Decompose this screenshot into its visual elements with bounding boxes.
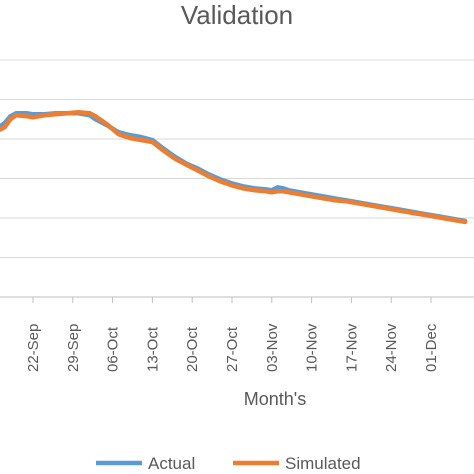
- series-line-simulated: [0, 110, 468, 225]
- x-tick-label: 20-Oct: [184, 326, 201, 372]
- x-tick-label: 10-Nov: [304, 323, 321, 372]
- x-axis: 22-Sep 29-Sep 06-Oct 13-Oct 20-Oct 27-Oct 03-N…: [0, 296, 474, 372]
- x-tick-label: 06-Oct: [105, 326, 122, 372]
- legend-label-actual: Actual: [148, 454, 195, 473]
- x-tick-label: 22-Sep: [25, 324, 42, 372]
- x-tick-label: 01-Dec: [423, 323, 440, 372]
- legend: Actual Simulated: [96, 454, 361, 473]
- series-lines: [0, 110, 468, 225]
- x-tick-label: 03-Nov: [264, 323, 281, 372]
- x-tick-label: 24-Nov: [383, 323, 400, 372]
- series-line-actual: [0, 111, 468, 224]
- chart-title: Validation: [181, 0, 293, 30]
- gridlines: [0, 59, 474, 258]
- x-tick-label: 13-Oct: [144, 326, 161, 372]
- x-tick-label: 17-Nov: [343, 323, 360, 372]
- legend-label-simulated: Simulated: [285, 454, 361, 473]
- x-tick-label: 27-Oct: [224, 326, 241, 372]
- x-tick-label: 29-Sep: [65, 324, 82, 372]
- x-axis-title: Month's: [244, 389, 306, 409]
